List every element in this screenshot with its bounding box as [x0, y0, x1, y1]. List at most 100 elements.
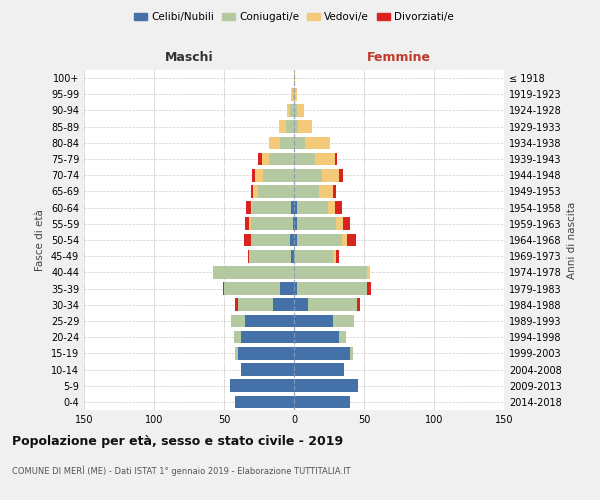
Bar: [294, 282, 297, 295]
Bar: [290, 234, 294, 246]
Bar: [255, 169, 263, 181]
Bar: [248, 250, 249, 262]
Bar: [251, 185, 253, 198]
Bar: [252, 169, 255, 181]
Bar: [251, 218, 293, 230]
Bar: [241, 363, 294, 376]
Bar: [294, 298, 308, 311]
Bar: [305, 136, 331, 149]
Bar: [223, 282, 224, 295]
Bar: [251, 202, 252, 214]
Y-axis label: Anni di nascita: Anni di nascita: [567, 202, 577, 278]
Bar: [294, 266, 367, 278]
Bar: [297, 282, 367, 295]
Bar: [335, 202, 341, 214]
Bar: [291, 202, 294, 214]
Bar: [291, 88, 293, 101]
Legend: Celibi/Nubili, Coniugati/e, Vedovi/e, Divorziati/e: Celibi/Nubili, Coniugati/e, Vedovi/e, Di…: [130, 8, 458, 26]
Bar: [347, 234, 356, 246]
Bar: [235, 347, 238, 360]
Bar: [333, 314, 354, 328]
Text: Popolazione per età, sesso e stato civile - 2019: Popolazione per età, sesso e stato civil…: [12, 435, 343, 448]
Bar: [294, 202, 297, 214]
Bar: [298, 120, 312, 133]
Bar: [291, 250, 294, 262]
Bar: [294, 380, 358, 392]
Bar: [294, 363, 344, 376]
Bar: [294, 314, 333, 328]
Bar: [343, 218, 350, 230]
Text: COMUNE DI MERÌ (ME) - Dati ISTAT 1° gennaio 2019 - Elaborazione TUTTITALIA.IT: COMUNE DI MERÌ (ME) - Dati ISTAT 1° genn…: [12, 465, 350, 475]
Text: Maschi: Maschi: [164, 52, 214, 64]
Y-axis label: Fasce di età: Fasce di età: [35, 209, 45, 271]
Bar: [269, 136, 280, 149]
Bar: [251, 234, 290, 246]
Bar: [262, 152, 269, 166]
Bar: [234, 331, 241, 344]
Bar: [294, 250, 333, 262]
Bar: [249, 218, 251, 230]
Bar: [294, 120, 298, 133]
Bar: [294, 347, 350, 360]
Bar: [294, 185, 319, 198]
Bar: [294, 396, 350, 408]
Bar: [253, 185, 257, 198]
Bar: [278, 120, 286, 133]
Bar: [339, 169, 343, 181]
Bar: [294, 234, 297, 246]
Bar: [294, 169, 322, 181]
Bar: [333, 250, 336, 262]
Bar: [333, 185, 336, 198]
Bar: [322, 169, 339, 181]
Bar: [367, 282, 371, 295]
Bar: [297, 202, 328, 214]
Bar: [319, 185, 333, 198]
Bar: [294, 136, 305, 149]
Bar: [245, 218, 249, 230]
Bar: [257, 152, 262, 166]
Bar: [241, 331, 294, 344]
Bar: [244, 234, 251, 246]
Bar: [341, 234, 347, 246]
Bar: [294, 104, 297, 117]
Bar: [290, 104, 294, 117]
Bar: [224, 282, 280, 295]
Bar: [294, 72, 295, 85]
Bar: [273, 298, 294, 311]
Bar: [235, 298, 238, 311]
Bar: [328, 202, 335, 214]
Bar: [230, 380, 294, 392]
Bar: [294, 152, 315, 166]
Bar: [294, 331, 339, 344]
Bar: [294, 218, 297, 230]
Bar: [287, 104, 290, 117]
Bar: [252, 202, 291, 214]
Bar: [257, 185, 294, 198]
Text: Femmine: Femmine: [367, 52, 431, 64]
Bar: [336, 218, 343, 230]
Bar: [336, 250, 339, 262]
Bar: [269, 152, 294, 166]
Bar: [293, 88, 294, 101]
Bar: [263, 169, 294, 181]
Bar: [294, 88, 297, 101]
Bar: [297, 218, 336, 230]
Bar: [238, 298, 273, 311]
Bar: [213, 266, 294, 278]
Bar: [231, 314, 245, 328]
Bar: [280, 282, 294, 295]
Bar: [238, 347, 294, 360]
Bar: [350, 347, 353, 360]
Bar: [308, 298, 357, 311]
Bar: [297, 234, 341, 246]
Bar: [247, 202, 251, 214]
Bar: [293, 218, 294, 230]
Bar: [297, 104, 304, 117]
Bar: [315, 152, 335, 166]
Bar: [235, 396, 294, 408]
Bar: [249, 250, 291, 262]
Bar: [357, 298, 360, 311]
Bar: [245, 314, 294, 328]
Bar: [280, 136, 294, 149]
Bar: [335, 152, 337, 166]
